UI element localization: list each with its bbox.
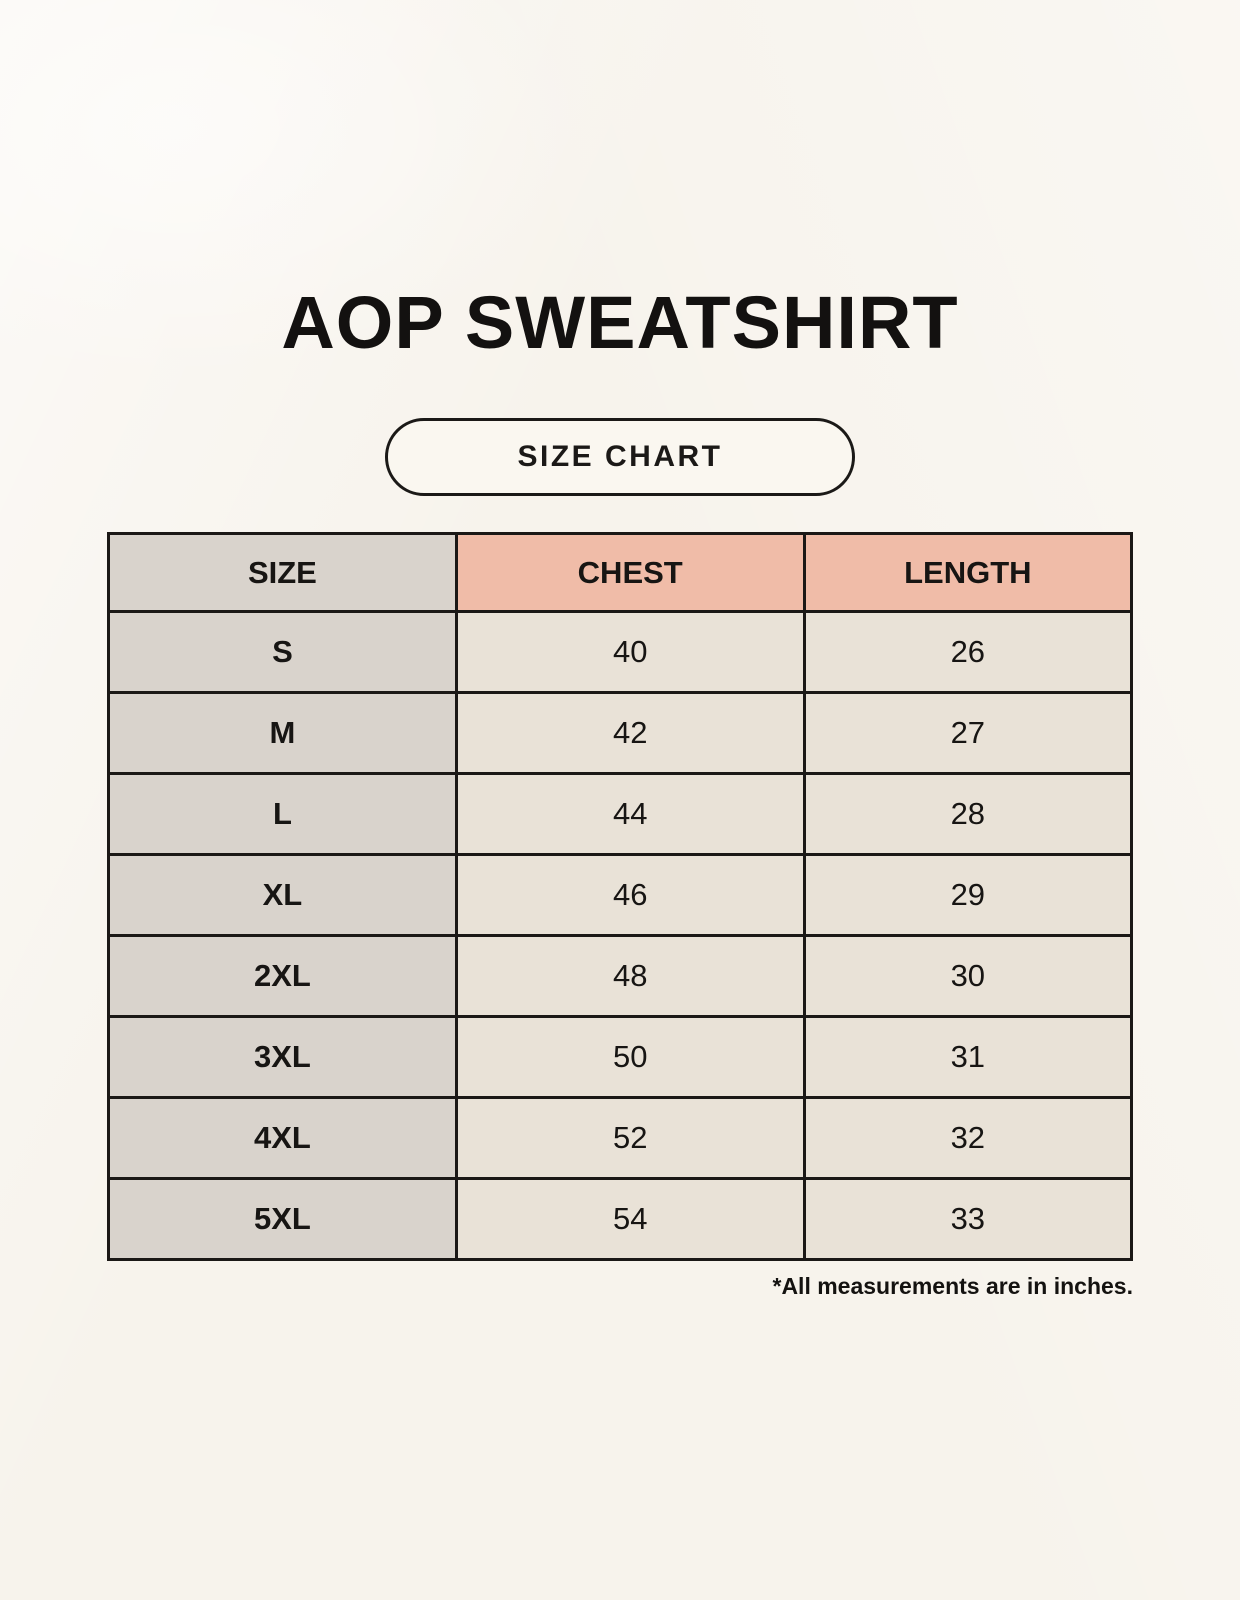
chest-cell: 50 (454, 1015, 806, 1099)
chest-cell: 54 (454, 1177, 806, 1261)
table-row: 5XL 54 33 (107, 1177, 1134, 1261)
table-header-row: SIZE CHEST LENGTH (107, 532, 1134, 613)
length-cell: 33 (802, 1177, 1134, 1261)
size-chart-badge-label: SIZE CHART (517, 440, 723, 473)
size-cell: M (107, 691, 458, 775)
table-row: 2XL 48 30 (107, 934, 1134, 1018)
table-row: 3XL 50 31 (107, 1015, 1134, 1099)
length-cell: 26 (802, 610, 1134, 694)
column-header-length: LENGTH (802, 532, 1134, 613)
chest-cell: 48 (454, 934, 806, 1018)
size-cell: L (107, 772, 458, 856)
size-chart-badge: SIZE CHART (385, 418, 855, 496)
table-row: 4XL 52 32 (107, 1096, 1134, 1180)
size-chart-table: SIZE CHEST LENGTH S 40 26 M 42 27 L 44 2… (107, 532, 1134, 1261)
chest-cell: 46 (454, 853, 806, 937)
length-cell: 30 (802, 934, 1134, 1018)
length-cell: 28 (802, 772, 1134, 856)
size-cell: S (107, 610, 458, 694)
table-row: L 44 28 (107, 772, 1134, 856)
length-cell: 29 (802, 853, 1134, 937)
length-cell: 32 (802, 1096, 1134, 1180)
column-header-size: SIZE (107, 532, 458, 613)
measurements-footnote: *All measurements are in inches. (772, 1273, 1134, 1299)
chest-cell: 42 (454, 691, 806, 775)
length-cell: 27 (802, 691, 1134, 775)
page-title: AOP SWEATSHIRT (281, 281, 959, 364)
table-row: M 42 27 (107, 691, 1134, 775)
table-row: XL 46 29 (107, 853, 1134, 937)
size-cell: 2XL (107, 934, 458, 1018)
size-cell: 3XL (107, 1015, 458, 1099)
size-cell: 5XL (107, 1177, 458, 1261)
size-cell: XL (107, 853, 458, 937)
column-header-chest: CHEST (454, 532, 806, 613)
chest-cell: 44 (454, 772, 806, 856)
chest-cell: 40 (454, 610, 806, 694)
size-cell: 4XL (107, 1096, 458, 1180)
table-row: S 40 26 (107, 610, 1134, 694)
chest-cell: 52 (454, 1096, 806, 1180)
length-cell: 31 (802, 1015, 1134, 1099)
